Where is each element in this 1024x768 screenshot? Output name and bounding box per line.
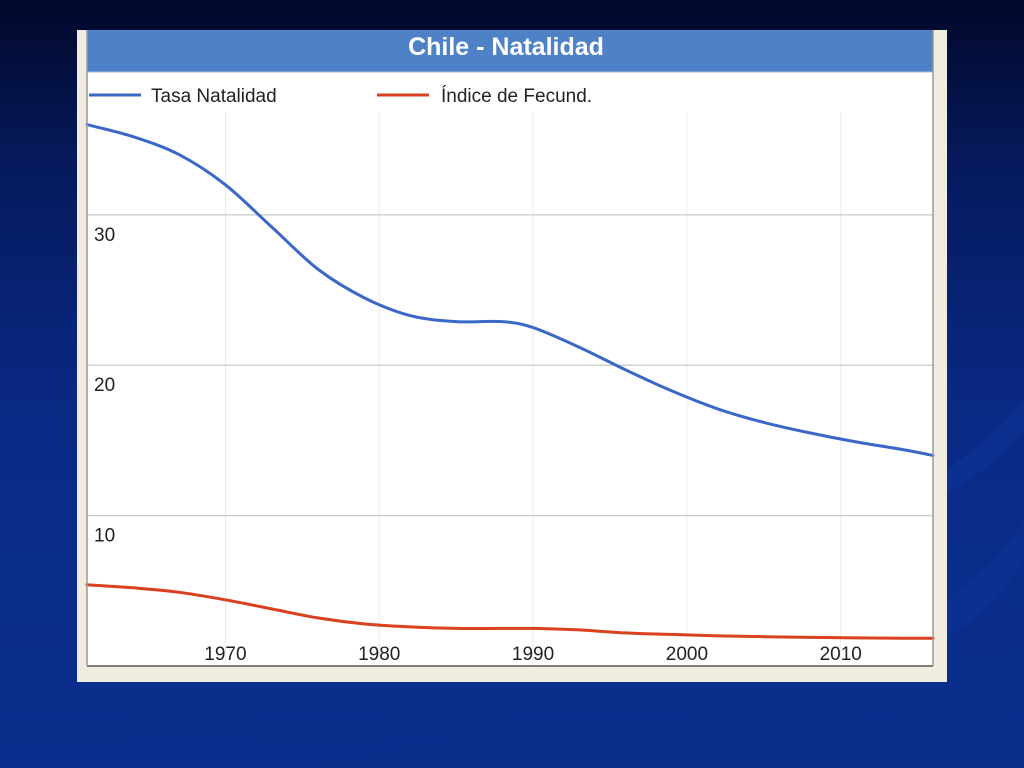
y-tick-label: 30 xyxy=(94,225,115,246)
x-tick-label: 1970 xyxy=(204,644,246,665)
axis-ticks: 10 20 30 1970 1980 1990 2000 2010 xyxy=(94,225,862,665)
legend-label-tasa-natalidad: Tasa Natalidad xyxy=(151,86,277,107)
series-line-indice-fecund xyxy=(85,583,935,640)
chart-title: Chile - Natalidad xyxy=(408,33,604,61)
chart-panel: Chile - Natalidad Tasa Natalidad Índice … xyxy=(77,30,947,682)
x-tick-label: 1980 xyxy=(358,644,400,665)
x-tick-label: 1990 xyxy=(512,644,554,665)
legend-label-indice-fecund: Índice de Fecund. xyxy=(441,86,592,107)
line-chart: Chile - Natalidad Tasa Natalidad Índice … xyxy=(85,30,935,667)
y-tick-label: 10 xyxy=(94,526,115,547)
legend: Tasa Natalidad Índice de Fecund. xyxy=(89,86,592,107)
series-line-tasa-natalidad xyxy=(85,123,935,457)
y-tick-label: 20 xyxy=(94,375,115,396)
plot-background xyxy=(87,30,933,666)
x-tick-label: 2000 xyxy=(666,644,708,665)
grid xyxy=(87,112,933,666)
x-tick-label: 2010 xyxy=(820,644,862,665)
title-bar xyxy=(87,30,933,72)
series-lines xyxy=(85,123,935,640)
